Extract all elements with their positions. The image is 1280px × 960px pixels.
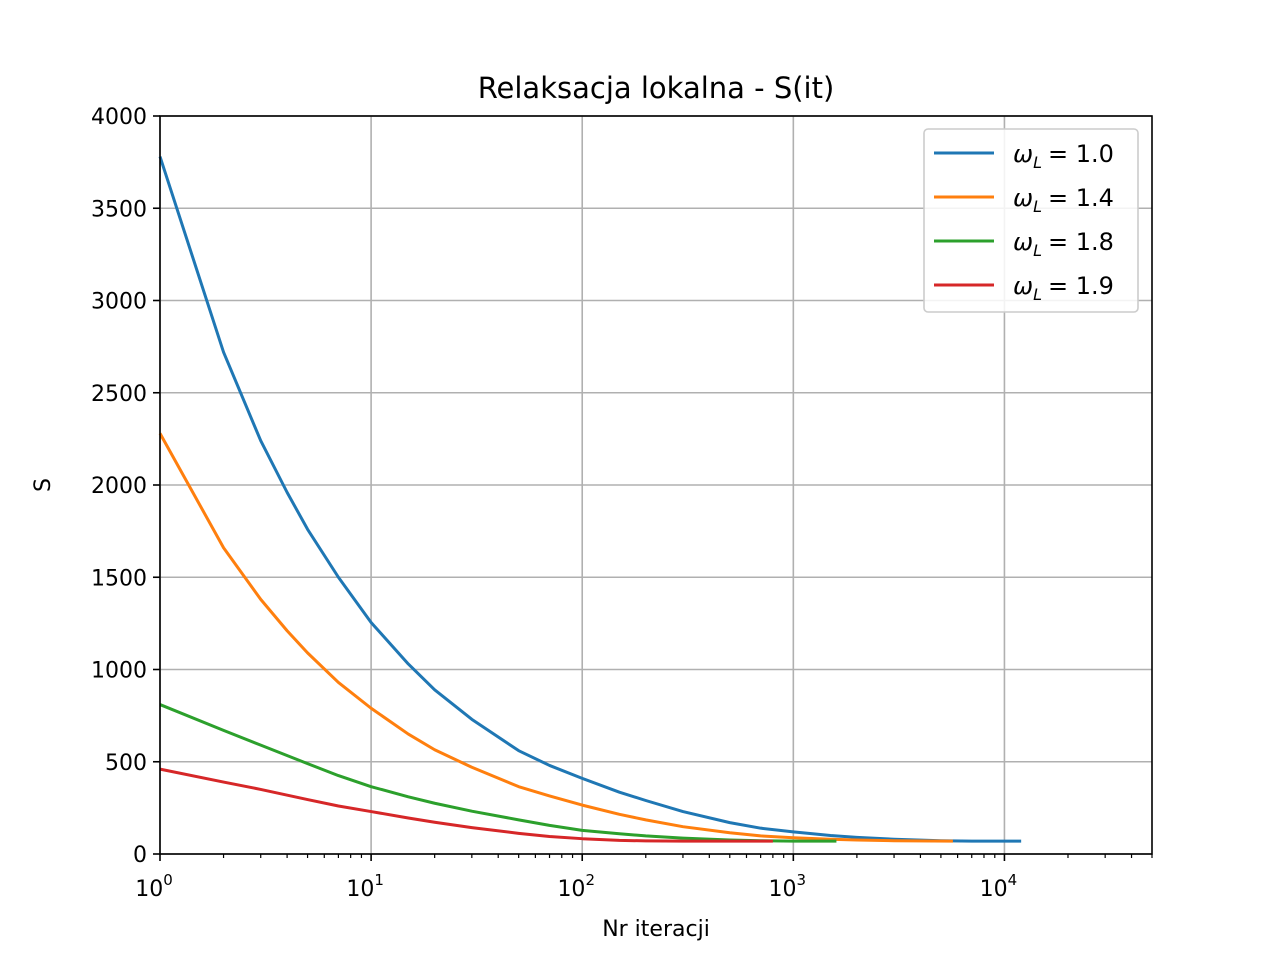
legend-entry-label: ωL = 1.4 xyxy=(1013,184,1114,216)
legend-box xyxy=(923,128,1139,313)
legend-symbol: ω xyxy=(1013,140,1033,168)
series-line-2 xyxy=(158,432,953,843)
series-line-4 xyxy=(159,767,773,843)
axis-ticks: 100 101 102 103 1040500100015002000250030003… xyxy=(91,105,1153,902)
legend-subscript: L xyxy=(1033,241,1042,260)
legend-subscript: L xyxy=(1033,153,1042,172)
chart-title: Relaksacja lokalna - S(it) xyxy=(478,71,835,105)
legend-entry-label: ωL = 1.8 xyxy=(1013,228,1114,260)
legend-value: = 1.4 xyxy=(1048,184,1114,212)
y-tick-label: 3500 xyxy=(91,197,147,222)
x-tick-base: 10 xyxy=(980,877,1008,902)
x-tick-label: 101 xyxy=(346,871,384,902)
x-tick-exponent: 3 xyxy=(797,871,807,889)
legend-subscript: L xyxy=(1033,197,1042,216)
legend-subscript: L xyxy=(1033,285,1042,304)
series-layer xyxy=(158,156,1022,843)
x-tick-label: 103 xyxy=(769,871,807,902)
x-tick-base: 10 xyxy=(346,877,374,902)
legend-entry-label: ωL = 1.9 xyxy=(1013,272,1114,304)
y-tick-label: 1500 xyxy=(91,566,147,591)
x-tick-label: 102 xyxy=(557,871,595,902)
x-tick-exponent: 4 xyxy=(1008,871,1018,889)
legend: ωL = 1.0ωL = 1.4ωL = 1.8ωL = 1.9 xyxy=(923,128,1139,313)
x-tick-exponent: 1 xyxy=(374,871,384,889)
y-tick-label: 2000 xyxy=(91,474,147,499)
x-tick-base: 10 xyxy=(769,877,797,902)
x-tick-base: 10 xyxy=(135,877,163,902)
legend-value: = 1.0 xyxy=(1048,140,1114,168)
y-tick-label: 2500 xyxy=(91,382,147,407)
legend-symbol: ω xyxy=(1013,184,1033,212)
x-tick-exponent: 0 xyxy=(163,871,173,889)
y-tick-label: 1000 xyxy=(91,659,147,684)
legend-value: = 1.8 xyxy=(1048,228,1114,256)
y-tick-label: 0 xyxy=(133,843,147,868)
x-tick-exponent: 2 xyxy=(585,871,595,889)
y-tick-label: 4000 xyxy=(91,105,147,130)
legend-entry-label: ωL = 1.0 xyxy=(1013,140,1114,172)
x-tick-label: 100 xyxy=(135,871,173,902)
x-tick-base: 10 xyxy=(557,877,585,902)
legend-symbol: ω xyxy=(1013,272,1033,300)
x-tick-label: 104 xyxy=(980,871,1018,902)
series-line-1 xyxy=(158,156,1022,843)
legend-symbol: ω xyxy=(1013,228,1033,256)
y-axis-label: S xyxy=(31,478,56,492)
y-tick-label: 500 xyxy=(105,751,147,776)
y-tick-label: 3000 xyxy=(91,290,147,315)
legend-value: = 1.9 xyxy=(1048,272,1114,300)
x-axis-label: Nr iteracji xyxy=(602,917,710,942)
